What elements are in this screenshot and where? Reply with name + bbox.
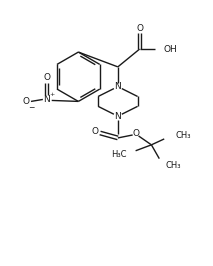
Text: O: O <box>132 128 139 138</box>
Text: −: − <box>28 103 34 112</box>
Text: CH₃: CH₃ <box>165 161 181 170</box>
Text: N: N <box>114 82 121 91</box>
Text: N: N <box>43 95 50 104</box>
Text: +: + <box>49 92 54 97</box>
Text: O: O <box>23 97 30 106</box>
Text: O: O <box>92 127 99 135</box>
Text: O: O <box>136 24 143 33</box>
Text: O: O <box>43 73 50 82</box>
Text: N: N <box>114 112 121 121</box>
Text: H₃C: H₃C <box>111 150 127 159</box>
Text: CH₃: CH₃ <box>175 131 191 140</box>
Text: OH: OH <box>163 45 177 54</box>
